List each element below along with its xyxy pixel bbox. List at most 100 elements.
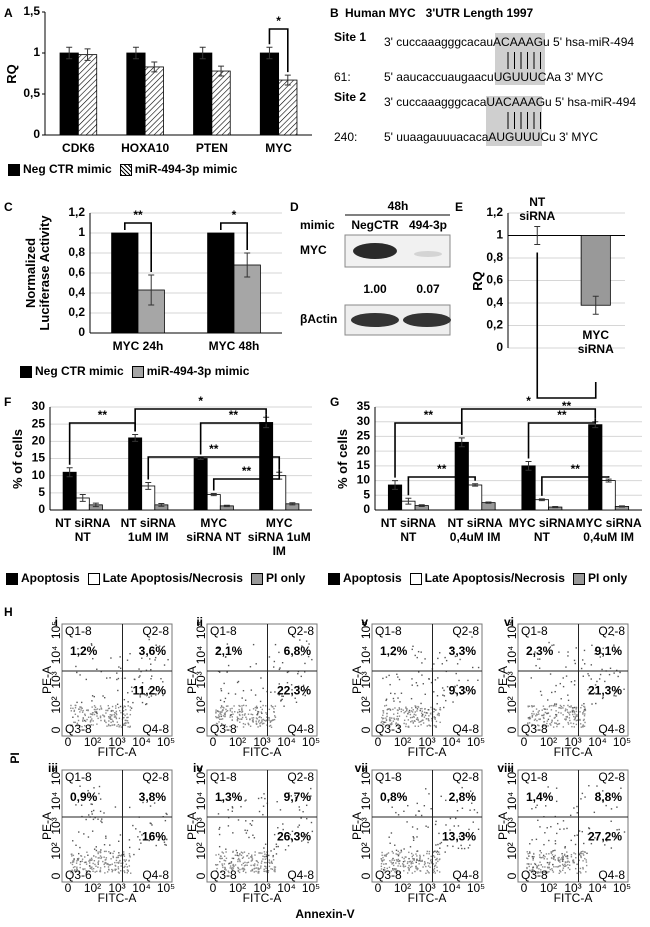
event-dot xyxy=(582,850,584,853)
event-dot xyxy=(567,694,569,696)
event-dot xyxy=(102,714,104,716)
event-dot xyxy=(117,706,120,709)
error-bar xyxy=(66,467,73,478)
event-dot xyxy=(216,863,219,866)
event-dot xyxy=(129,706,132,708)
legend-item: Neg CTR mimic xyxy=(20,364,124,378)
event-dot xyxy=(539,871,541,874)
event-dot xyxy=(527,722,529,724)
y-tick-label: 10⁵ xyxy=(49,767,63,785)
x-tick-label: 10⁵ xyxy=(157,881,175,895)
event-dot xyxy=(97,818,99,820)
event-dot xyxy=(562,707,564,709)
event-dot xyxy=(237,858,239,861)
legend-swatch xyxy=(328,572,340,585)
axis-title: PI xyxy=(8,752,22,763)
event-dot xyxy=(100,856,103,858)
event-dot xyxy=(528,851,531,853)
event-dot xyxy=(438,851,440,853)
quadrant-percent: 3,6% xyxy=(139,644,167,658)
x-tick-label: 10³ xyxy=(253,881,270,895)
event-dot xyxy=(426,850,429,853)
event-dot xyxy=(420,720,423,722)
event-dot xyxy=(87,836,90,838)
event-dot xyxy=(385,699,387,702)
event-dot xyxy=(221,851,223,853)
event-dot xyxy=(408,709,411,712)
event-dot xyxy=(84,720,87,723)
event-dot xyxy=(402,709,404,711)
event-dot xyxy=(421,859,423,862)
event-dot xyxy=(94,871,96,873)
event-dot xyxy=(117,866,120,868)
event-dot xyxy=(531,705,533,707)
event-dot xyxy=(266,716,268,718)
event-dot xyxy=(546,708,548,711)
event-dot xyxy=(382,856,384,859)
event-dot xyxy=(111,714,113,716)
significance-bracket xyxy=(536,252,597,399)
legend-swatch xyxy=(8,163,20,176)
event-dot xyxy=(434,716,437,719)
event-dot xyxy=(551,851,553,853)
event-dot xyxy=(258,870,260,873)
event-dot xyxy=(535,664,537,667)
event-dot xyxy=(572,709,574,712)
event-dot xyxy=(119,705,122,708)
event-dot xyxy=(416,868,418,871)
event-dot xyxy=(617,689,619,691)
legend-item: Neg CTR mimic xyxy=(8,162,112,176)
event-dot xyxy=(416,802,418,805)
event-dot xyxy=(416,836,418,838)
event-dot xyxy=(400,710,402,713)
event-dot xyxy=(125,709,127,711)
event-dot xyxy=(604,680,606,683)
event-dot xyxy=(398,853,400,856)
legend-text: Late Apoptosis/Necrosis xyxy=(102,571,243,585)
event-dot xyxy=(537,711,539,713)
event-dot xyxy=(564,846,566,848)
event-dot xyxy=(426,712,429,714)
event-dot xyxy=(119,709,121,712)
significance-bracket xyxy=(212,469,281,491)
event-dot xyxy=(245,716,247,718)
event-dot xyxy=(565,855,567,858)
gate-label: Q3-8 xyxy=(210,722,237,736)
legend-swatch xyxy=(20,365,32,378)
event-dot xyxy=(162,681,164,683)
event-dot xyxy=(222,724,225,727)
event-dot xyxy=(411,865,413,868)
event-dot xyxy=(569,719,571,722)
event-dot xyxy=(74,869,76,871)
event-dot xyxy=(529,717,532,720)
event-dot xyxy=(393,868,396,870)
event-dot xyxy=(246,864,248,867)
event-dot xyxy=(255,717,258,719)
event-dot xyxy=(413,858,415,860)
event-dot xyxy=(433,708,436,710)
event-dot xyxy=(382,723,385,726)
gate-label: Q1-8 xyxy=(375,770,402,784)
event-dot xyxy=(76,701,78,704)
event-dot xyxy=(92,657,94,660)
significance-bracket xyxy=(220,222,248,250)
event-dot xyxy=(428,715,430,717)
event-dot xyxy=(590,678,592,680)
event-dot xyxy=(539,861,541,863)
event-dot xyxy=(585,871,587,873)
event-dot xyxy=(151,824,153,826)
event-dot xyxy=(433,850,435,853)
x-tick-label: 10² xyxy=(394,735,411,749)
event-dot xyxy=(571,710,574,713)
y-tick-label: 0,4 xyxy=(486,295,503,309)
event-dot xyxy=(544,832,546,834)
event-dot xyxy=(99,705,102,707)
event-dot xyxy=(275,843,278,845)
event-dot xyxy=(222,852,225,854)
event-dot xyxy=(255,720,257,722)
event-dot xyxy=(75,804,77,806)
event-dot xyxy=(265,861,267,864)
event-dot xyxy=(445,799,447,802)
event-dot xyxy=(442,694,444,696)
event-dot xyxy=(257,711,260,713)
